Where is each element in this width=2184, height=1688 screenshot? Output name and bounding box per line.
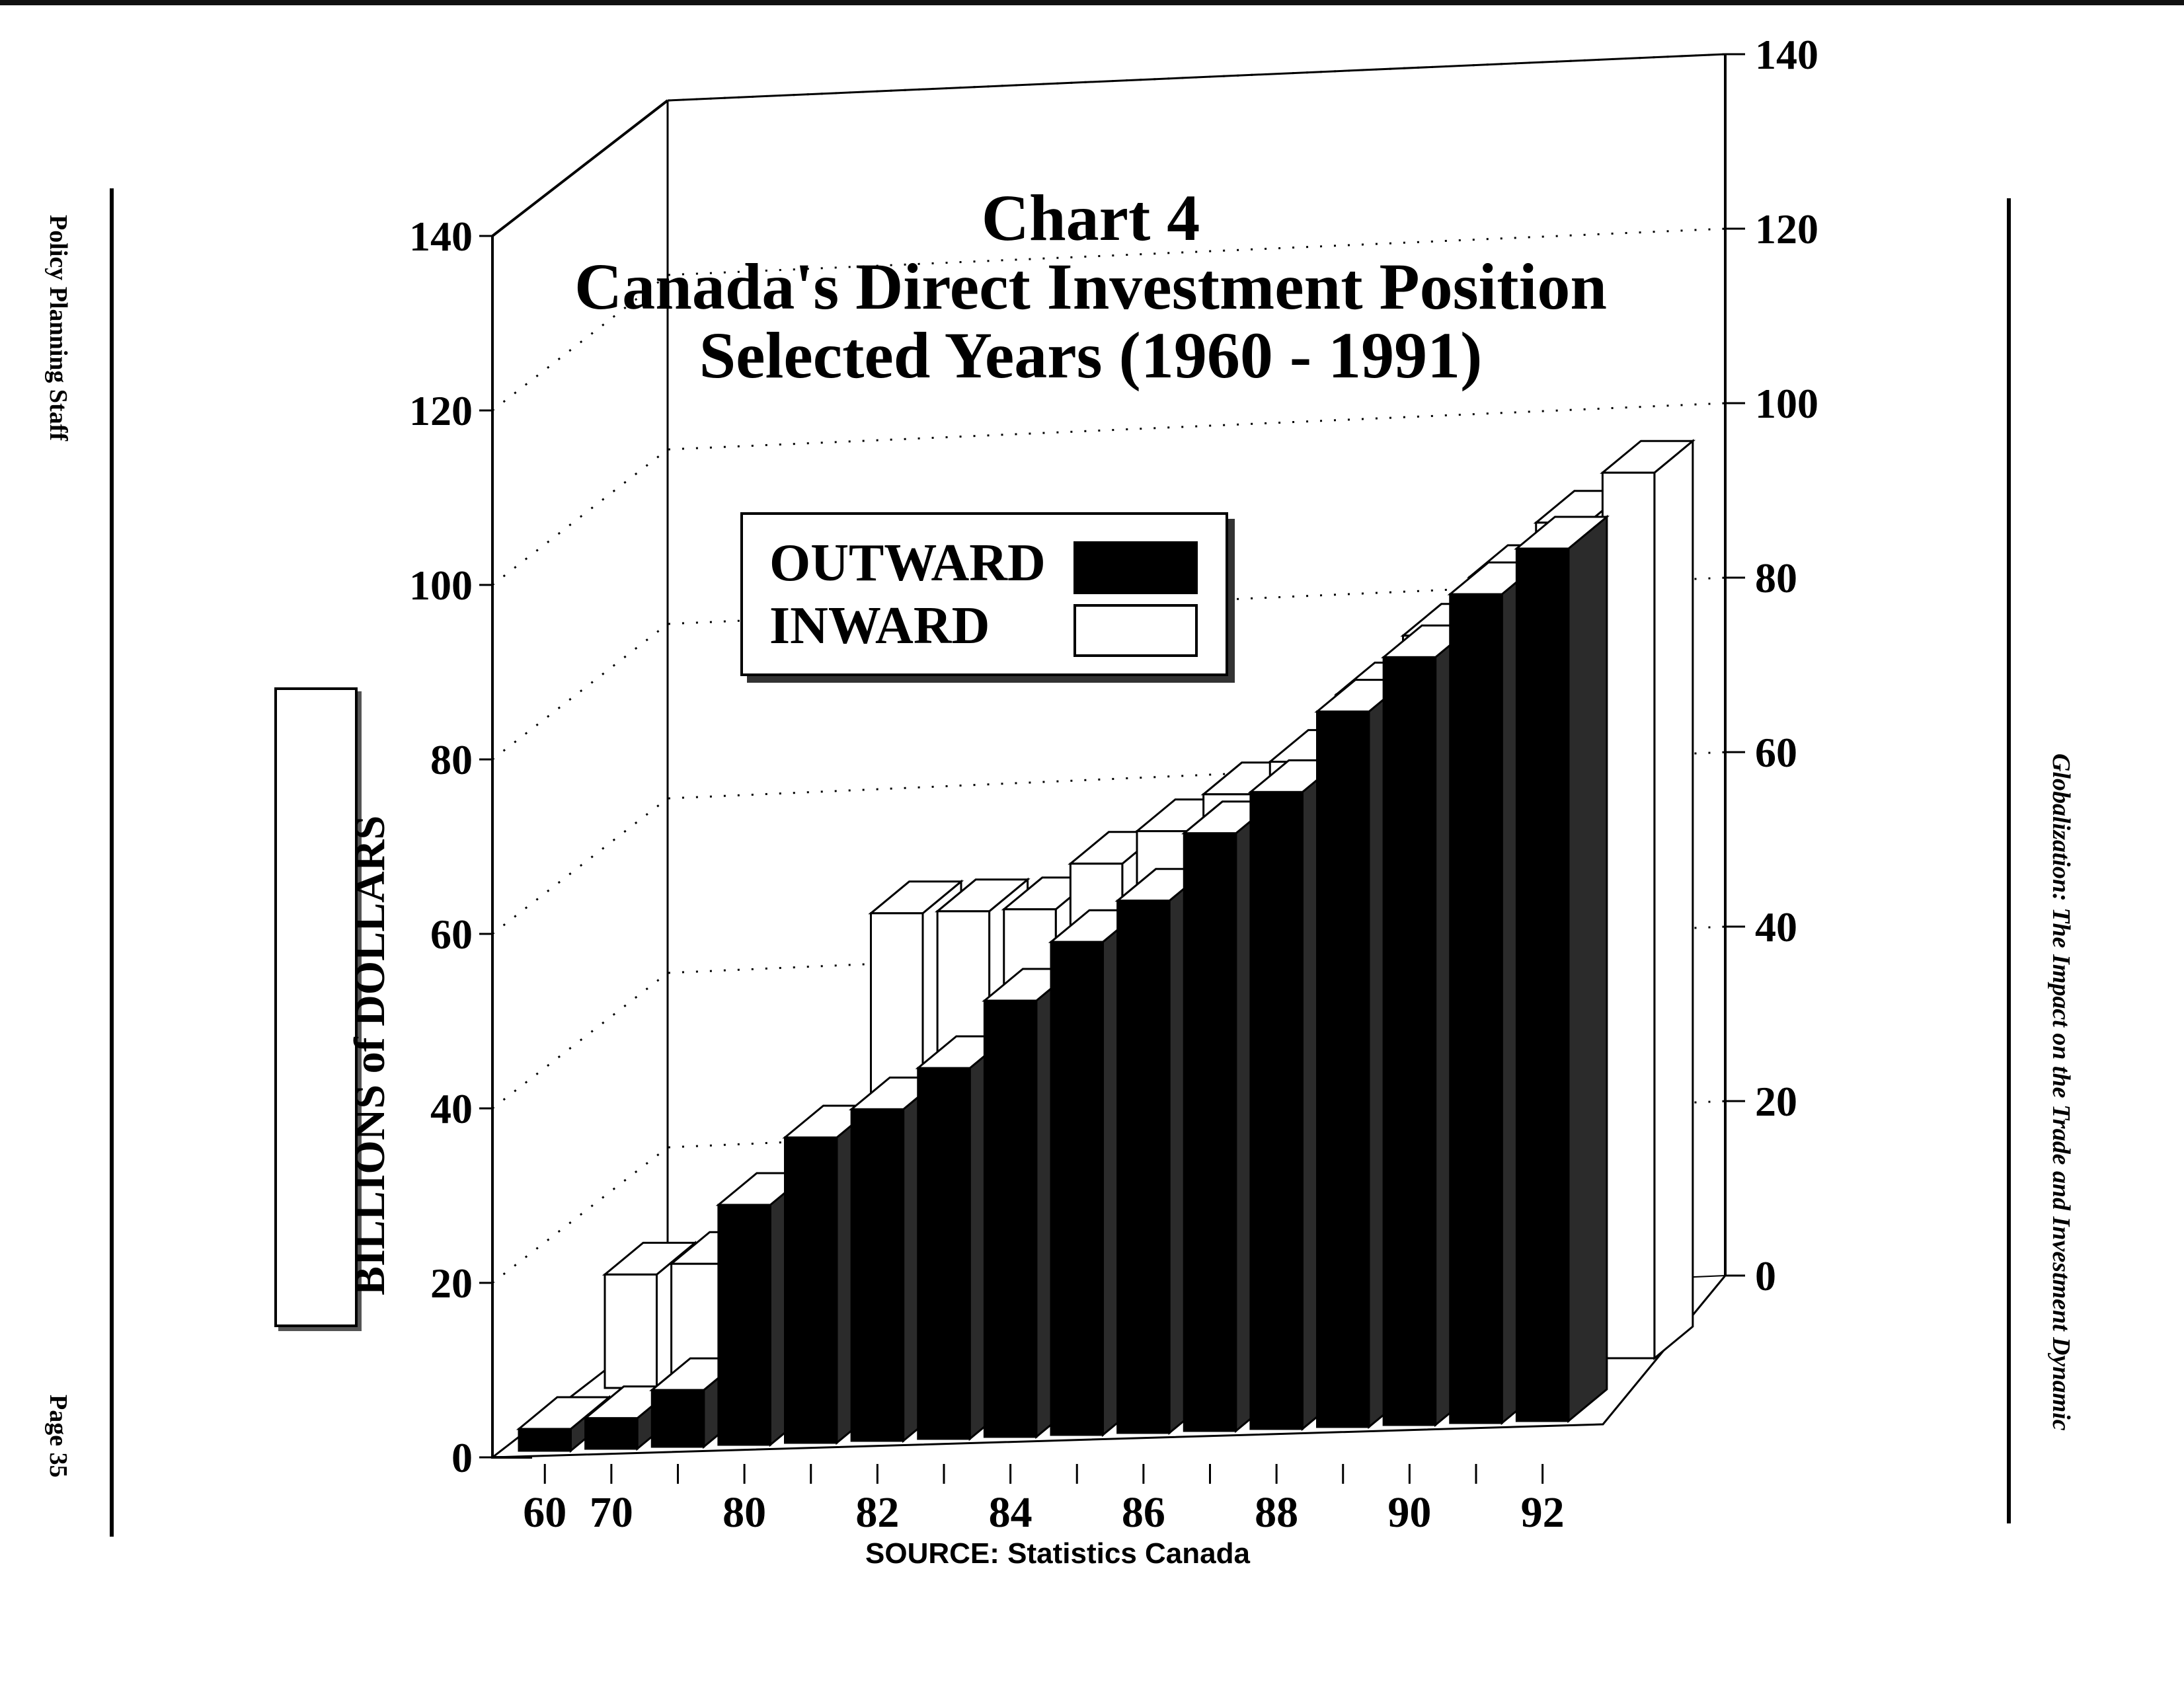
x-tick-label: 70 <box>590 1488 633 1537</box>
x-tick-label: 80 <box>722 1488 766 1537</box>
outward-bar-front <box>1183 832 1237 1432</box>
y-tick-label-right: 20 <box>1755 1078 1797 1125</box>
inward-bar-front <box>1601 471 1656 1360</box>
outward-bar-front <box>518 1428 572 1452</box>
y-axis-label: BILLIONS of DOLLARS <box>346 815 394 1295</box>
top-rule <box>0 0 2184 5</box>
x-tick-label: 86 <box>1122 1488 1165 1537</box>
right-margin-rule <box>2007 198 2011 1523</box>
gridline <box>492 227 1726 412</box>
inward-bar-front <box>604 1273 658 1389</box>
chart-number: Chart 4 <box>981 181 1200 254</box>
y-tick-label-left: 120 <box>409 387 473 434</box>
x-tick-label: 88 <box>1255 1488 1298 1537</box>
x-tick-label: 90 <box>1387 1488 1431 1537</box>
chart-title-main: Canada's Direct Investment Position <box>574 250 1607 323</box>
chart-subtitle: Selected Years (1960 - 1991) <box>699 319 1483 392</box>
x-tick-label: 82 <box>855 1488 899 1537</box>
legend-swatch-inward <box>1073 604 1198 657</box>
left-margin-rule <box>110 188 114 1537</box>
x-tick-label: 92 <box>1521 1488 1565 1537</box>
y-tick-label-right: 80 <box>1755 555 1797 601</box>
outward-bar-front <box>1116 900 1171 1434</box>
legend-label-inward: INWARD <box>769 597 990 655</box>
y-tick-label-left: 60 <box>430 911 473 958</box>
y-axis-label-box <box>274 687 358 1327</box>
legend-swatch-outward <box>1073 541 1198 594</box>
x-tick-label: 60 <box>523 1488 566 1537</box>
outward-bar-front <box>650 1389 705 1448</box>
outward-bar-front <box>717 1204 771 1446</box>
wall-top-edge-left <box>491 99 669 237</box>
outward-bar-front <box>784 1136 838 1444</box>
outward-bar <box>1514 514 1610 1424</box>
legend: OUTWARD INWARD <box>740 512 1228 676</box>
y-tick-label-left: 100 <box>409 562 473 609</box>
chart-title: Chart 4 Canada's Direct Investment Posit… <box>331 184 1851 390</box>
inward-bar <box>1600 439 1696 1361</box>
outward-bar-front <box>850 1108 905 1442</box>
y-tick-label-right: 140 <box>1755 31 1818 78</box>
outward-bar-front <box>584 1417 639 1450</box>
source-note: SOURCE: Statistics Canada <box>865 1537 1250 1570</box>
outward-bar-front <box>1316 710 1370 1428</box>
outward-bar-front <box>1050 940 1104 1436</box>
y-tick-label-left: 140 <box>409 213 473 260</box>
y-tick-label-right: 0 <box>1755 1252 1776 1299</box>
y-tick-label-left: 80 <box>430 736 473 783</box>
chart-bars <box>516 439 1696 1453</box>
left-axis-line <box>491 236 532 1459</box>
y-tick-label-right: 60 <box>1755 729 1797 776</box>
chart-axes: 0 20 40 60 80 100 120 140 0 20 40 60 80 100 120 140 60 70… <box>409 31 1818 1537</box>
x-tick-label: 84 <box>989 1488 1033 1537</box>
outward-bar-front <box>1382 656 1437 1426</box>
outward-bar-front <box>1449 593 1503 1424</box>
y-tick-label-left: 0 <box>451 1434 473 1481</box>
outward-bar-front <box>1249 790 1304 1430</box>
y-tick-label-left: 40 <box>430 1085 473 1132</box>
outward-bar-side <box>1567 514 1608 1424</box>
y-tick-label-right: 100 <box>1755 380 1818 427</box>
y-tick-label-left: 20 <box>430 1260 473 1307</box>
legend-label-outward: OUTWARD <box>769 534 1046 592</box>
inward-bar-side <box>1653 439 1694 1361</box>
y-tick-label-right: 40 <box>1755 903 1797 950</box>
outward-bar-front <box>983 999 1038 1438</box>
outward-bar-front <box>917 1067 971 1440</box>
outward-bar-front <box>1515 547 1570 1422</box>
y-tick-label-right: 120 <box>1755 206 1818 252</box>
